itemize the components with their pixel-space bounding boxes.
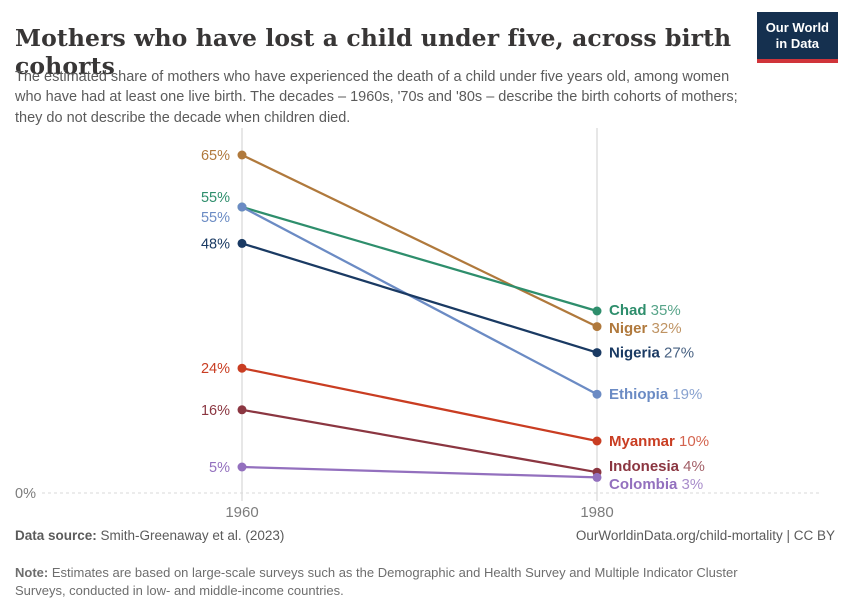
series-label-niger: Niger 32% bbox=[609, 320, 682, 337]
y-axis-zero-label: 0% bbox=[15, 486, 36, 502]
owid-logo-line2: in Data bbox=[775, 36, 820, 52]
start-value-label-myanmar: 24% bbox=[201, 361, 230, 377]
series-label-colombia: Colombia 3% bbox=[609, 476, 703, 493]
note-label: Note: bbox=[15, 565, 49, 580]
x-tick-label-1980: 1980 bbox=[580, 504, 613, 521]
data-point-nigeria-start bbox=[237, 238, 247, 248]
series-line-myanmar bbox=[241, 367, 598, 443]
series-line-nigeria bbox=[241, 242, 598, 354]
chart-subtitle: The estimated share of mothers who have … bbox=[15, 68, 738, 126]
start-value-label-colombia: 5% bbox=[209, 460, 230, 476]
data-point-colombia-start bbox=[237, 462, 247, 472]
data-source-label: Data source: bbox=[15, 528, 97, 543]
owid-logo[interactable]: Our World in Data bbox=[756, 12, 838, 63]
owid-logo-line1: Our World bbox=[765, 20, 829, 35]
x-tick-label-1960: 1960 bbox=[225, 504, 258, 521]
data-point-nigeria-end bbox=[592, 348, 602, 358]
series-label-myanmar: Myanmar 10% bbox=[609, 433, 709, 450]
data-point-myanmar-start bbox=[237, 363, 247, 373]
footer-note: Note: Estimates are based on large-scale… bbox=[15, 564, 785, 600]
start-value-label-indonesia: 16% bbox=[201, 403, 230, 419]
series-line-chad bbox=[241, 205, 598, 313]
footer-source-row: Data source: Smith-Greenaway et al. (202… bbox=[15, 528, 835, 543]
data-point-myanmar-end bbox=[592, 436, 602, 446]
data-point-colombia-end bbox=[592, 472, 602, 482]
start-value-label-nigeria: 48% bbox=[201, 236, 230, 252]
series-line-ethiopia bbox=[241, 206, 598, 396]
start-value-label-chad: 55% bbox=[201, 190, 230, 206]
data-source-value: Smith-Greenaway et al. (2023) bbox=[96, 528, 285, 543]
data-point-ethiopia-start bbox=[237, 202, 247, 212]
start-value-label-ethiopia: 55% bbox=[201, 210, 230, 226]
series-label-indonesia: Indonesia 4% bbox=[609, 458, 705, 475]
series-line-niger bbox=[241, 153, 598, 328]
data-point-niger-end bbox=[592, 322, 602, 332]
page-title: Mothers who have lost a child under five… bbox=[15, 23, 732, 80]
data-point-ethiopia-end bbox=[592, 389, 602, 399]
data-point-chad-end bbox=[592, 306, 602, 316]
series-line-indonesia bbox=[241, 408, 598, 474]
attribution-link[interactable]: OurWorldinData.org/child-mortality | CC … bbox=[575, 528, 835, 543]
data-source: Data source: Smith-Greenaway et al. (202… bbox=[15, 528, 284, 543]
series-label-chad: Chad 35% bbox=[609, 302, 681, 319]
data-point-indonesia-start bbox=[237, 405, 247, 415]
slope-chart: 0% 1960 1980 65% 55% 55% 48% 24% 16% 5% Chad 35% Ni… bbox=[0, 118, 850, 530]
series-label-ethiopia: Ethiopia 19% bbox=[609, 386, 702, 403]
note-value: Estimates are based on large-scale surve… bbox=[15, 565, 738, 598]
series-line-colombia bbox=[241, 465, 598, 479]
series-label-nigeria: Nigeria 27% bbox=[609, 345, 694, 362]
data-point-niger-start bbox=[237, 150, 247, 160]
start-value-label-niger: 65% bbox=[201, 148, 230, 164]
